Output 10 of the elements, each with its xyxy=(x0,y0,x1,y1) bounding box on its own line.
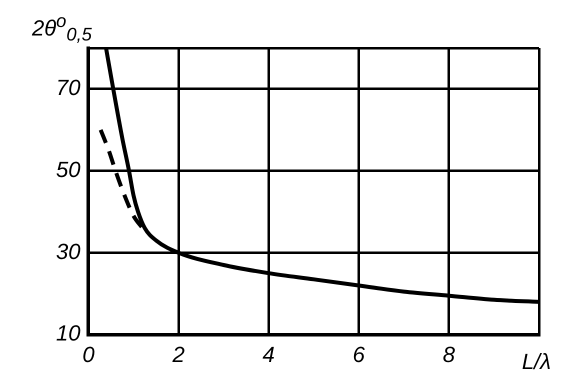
y-tick-label: 70 xyxy=(56,75,82,100)
x-tick-label: 8 xyxy=(442,342,456,367)
y-tick-label: 30 xyxy=(56,238,82,264)
x-axis-title: L/λ xyxy=(522,349,551,375)
x-tick-label: 6 xyxy=(352,342,366,367)
y-tick-label: 50 xyxy=(56,156,82,182)
x-tick-label: 2 xyxy=(171,342,185,367)
y-tick-label: 10 xyxy=(56,320,82,346)
x-tick-label: 4 xyxy=(262,342,275,367)
x-tick-label: 0 xyxy=(82,342,96,367)
